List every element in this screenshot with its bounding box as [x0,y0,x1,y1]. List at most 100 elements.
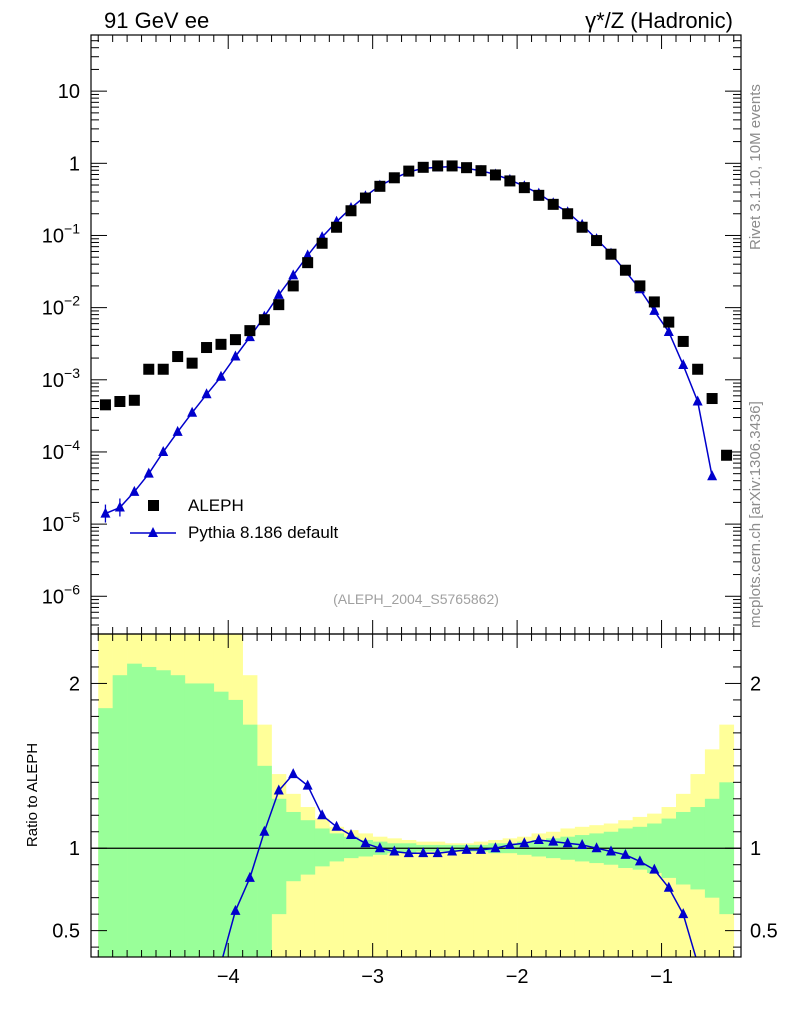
ratio-band-inner [127,663,142,957]
x-tick-label: −4 [217,966,240,988]
data-point [663,316,675,328]
ratio-band-inner [300,820,316,875]
data-point [359,192,371,204]
analysis-tag: (ALEPH_2004_S5765862) [333,591,499,607]
rivet-version-label: Rivet 3.1.10, 10M events [747,84,764,250]
header-left-label: 91 GeV ee [104,8,209,33]
ratio-band-inner [286,811,301,882]
ratio-mc-point [606,845,616,856]
main-y-tick-label: 1 [69,153,80,175]
ratio-y-tick-label-right: 1 [750,838,761,860]
main-y-tick-label: 10 [58,81,80,103]
ratio-band-outer [459,843,475,957]
ratio-mc-point [331,820,342,831]
ratio-band-inner [228,699,243,957]
data-point [648,296,660,308]
mc-point [302,249,313,260]
ratio-band-inner [343,836,359,859]
legend: ALEPH Pythia 8.186 default [130,496,339,542]
data-point [504,175,516,187]
data-point [446,160,458,172]
ratio-mc-point [461,843,472,854]
ratio-band-inner [98,708,113,957]
ratio-mc-point [678,908,689,919]
data-point [475,165,487,177]
ratio-band-outer [488,839,503,957]
mc-point [114,501,125,512]
data-point [706,393,718,405]
ratio-band-outer [401,839,417,957]
ratio-band-inner [257,765,272,957]
data-point [229,334,241,346]
mc-point [172,425,183,436]
mc-point [216,370,226,381]
data-point [721,449,733,461]
data-point [547,198,559,210]
ratio-mc-point [519,837,530,848]
mc-point [288,269,299,280]
data-point [432,160,444,172]
ratio-band-outer [473,841,489,957]
x-tick-label: −2 [506,966,529,988]
ratio-mc-point [259,825,270,836]
mc-point [129,485,140,496]
ratio-band-outer [430,841,446,957]
x-tick-label: −1 [650,966,673,988]
ratio-mc-point [533,833,544,844]
main-panel-series [99,160,733,523]
ratio-band-inner [242,724,258,957]
data-point [533,189,545,201]
data-point [345,205,357,217]
axis-ticks [91,34,741,957]
mc-point [187,406,198,417]
ratio-band-outer [416,841,431,957]
data-point [634,280,646,292]
main-y-tick-label: 10−5 [42,509,80,536]
ratio-mc-point [634,855,645,866]
ratio-mc-point [620,848,631,859]
ratio-mc-point [346,829,356,840]
ratio-mc-point [288,768,299,779]
data-point [128,394,140,406]
ratio-band-outer [444,843,460,957]
mc-point [143,467,154,478]
ratio-mc-point [418,847,429,858]
ratio-y-tick-label-left: 1 [69,838,80,860]
mc-line [105,165,713,515]
header-right-label: γ*/Z (Hadronic) [585,8,733,33]
main-y-tick-label: 10−2 [42,293,80,320]
data-point [114,396,126,408]
ratio-band-outer [517,836,532,957]
ratio-y-tick-label-right: 2 [750,673,761,695]
data-point [388,172,400,184]
ratio-band-inner [170,675,186,957]
data-point [172,351,184,363]
ratio-mc-point [490,842,501,853]
ratio-band-inner [112,675,128,957]
ratio-mc-point [476,843,486,854]
axis-tick-labels: 10 1 10−1 10−2 10−3 10−4 10−5 10−6 0.5 0.5 1 1 2 2 −4 −… [42,81,778,988]
ratio-mc-point [577,838,588,849]
ratio-mc-point [447,845,458,856]
ratio-mc-point [562,837,573,848]
ratio-y-axis-label: Ratio to ALEPH [24,743,41,847]
data-point [619,264,631,276]
mc-point [678,359,689,370]
data-point [591,235,603,247]
ratio-band-inner [141,666,157,957]
ratio-mc-point [244,871,255,882]
data-point [201,342,213,354]
data-point [562,208,574,220]
ratio-band-outer [546,831,561,957]
main-y-tick-label: 10−6 [42,581,80,608]
mc-point [663,325,674,336]
ratio-band-outer [343,830,359,957]
ratio-mc-line [222,773,697,957]
ratio-band-inner [213,691,229,957]
main-y-tick-label: 10−3 [42,365,80,392]
mc-point [273,288,284,299]
ratio-mc-point [663,881,674,892]
ratio-band-outer [372,836,388,957]
mc-point [707,470,718,481]
